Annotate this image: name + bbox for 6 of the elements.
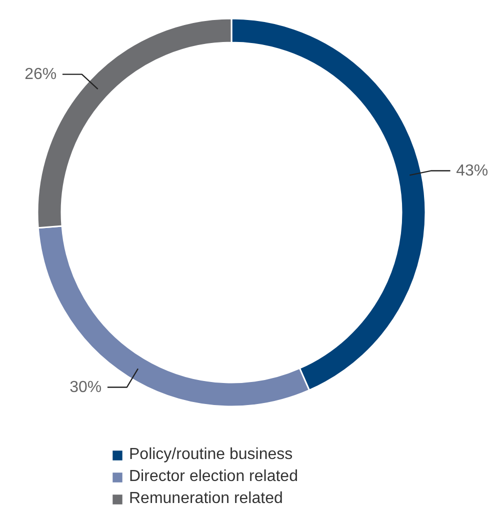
legend-label: Director election related: [129, 468, 298, 486]
legend-label: Policy/routine business: [129, 446, 293, 464]
data-label: 26%: [24, 66, 57, 83]
legend-label: Remuneration related: [129, 490, 283, 508]
data-label: 43%: [456, 162, 488, 180]
data-label: 30%: [70, 378, 102, 396]
